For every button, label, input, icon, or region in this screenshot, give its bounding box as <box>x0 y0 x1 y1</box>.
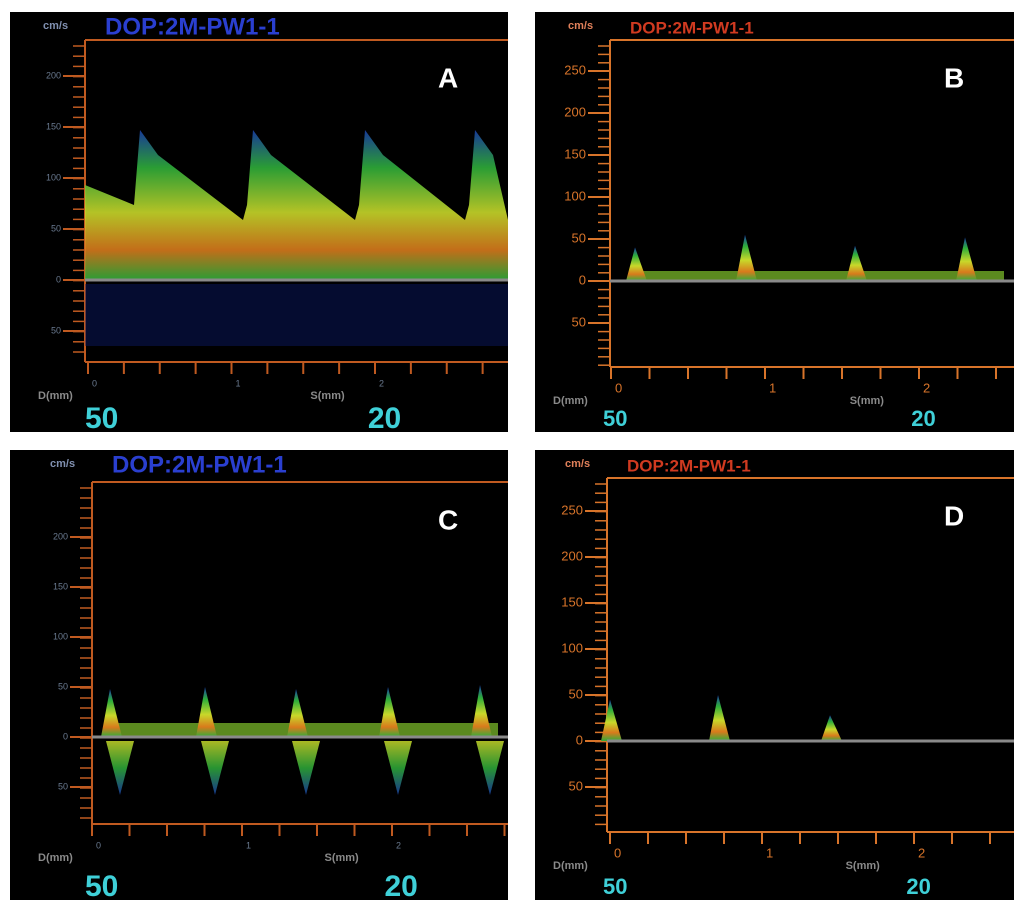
y-tick-label: 0 <box>579 272 586 287</box>
systolic-peak <box>626 247 647 281</box>
y-tick-label: 50 <box>58 781 68 791</box>
panel-letter: B <box>944 62 964 93</box>
spectral-envelope <box>85 130 508 280</box>
reverse-flow-noise <box>85 284 508 346</box>
systolic-peak <box>471 685 492 737</box>
x-tick-label: 0 <box>96 840 101 850</box>
panel-letter: D <box>944 500 964 531</box>
size-value: 20 <box>385 870 418 901</box>
panel-background <box>535 12 1014 432</box>
x-tick-label: 0 <box>615 380 622 395</box>
size-label: S(mm) <box>850 395 885 407</box>
mode-label: DOP:2M-PW1-1 <box>105 13 280 40</box>
x-tick-label: 0 <box>614 845 621 860</box>
systolic-peak <box>736 234 757 281</box>
mode-label: DOP:2M-PW1-1 <box>112 451 287 478</box>
y-tick-label: 200 <box>46 70 61 80</box>
systolic-peak <box>101 689 122 737</box>
systolic-peak <box>821 715 842 741</box>
y-tick-label: 200 <box>564 104 586 119</box>
reverse-peak <box>384 741 412 795</box>
y-tick-label: 150 <box>46 121 61 131</box>
x-tick-label: 1 <box>769 380 776 395</box>
systolic-peak <box>956 237 977 281</box>
mode-label: DOP:2M-PW1-1 <box>630 18 754 37</box>
x-tick-label: 2 <box>923 380 930 395</box>
y-tick-label: 50 <box>569 778 583 793</box>
x-tick-label: 1 <box>236 378 241 388</box>
depth-label: D(mm) <box>38 390 73 402</box>
systolic-peak <box>709 695 730 741</box>
unit-label: cm/s <box>50 458 75 470</box>
unit-label: cm/s <box>43 20 68 32</box>
reverse-peak <box>201 741 229 795</box>
systolic-peak <box>287 689 308 737</box>
depth-value: 50 <box>85 870 118 901</box>
systolic-peak <box>379 687 400 737</box>
x-tick-label: 2 <box>379 378 384 388</box>
y-tick-label: 150 <box>53 581 68 591</box>
y-tick-label: 100 <box>53 631 68 641</box>
doppler-panel: 250 200 150 100 50 0 50 0 1 2 cm/s DOP:2M-PW1-1 D D(m… <box>535 450 1014 900</box>
y-tick-label: 250 <box>561 502 583 517</box>
baseline-band <box>630 271 1004 281</box>
y-tick-label: 100 <box>564 188 586 203</box>
depth-value: 50 <box>603 874 627 899</box>
depth-value: 50 <box>85 402 118 435</box>
y-tick-label: 100 <box>561 640 583 655</box>
depth-label: D(mm) <box>553 860 588 872</box>
size-label: S(mm) <box>325 852 360 864</box>
doppler-panel: 200 150 100 50 0 50 0 1 2 cm/s DOP:2M-PW1-1 A D(mm) S… <box>10 12 508 435</box>
reverse-peak <box>476 741 504 795</box>
size-value: 20 <box>911 406 935 431</box>
y-tick-label: 50 <box>572 314 586 329</box>
y-tick-label: 150 <box>564 146 586 161</box>
systolic-peak <box>601 699 622 741</box>
y-tick-label: 100 <box>46 172 61 182</box>
x-tick-label: 2 <box>396 840 401 850</box>
y-tick-label: 50 <box>51 223 61 233</box>
reverse-peak <box>292 741 320 795</box>
y-tick-label: 0 <box>56 274 61 284</box>
systolic-peak <box>846 245 867 281</box>
panel-letter: A <box>438 62 458 93</box>
panel-letter: C <box>438 504 458 535</box>
unit-label: cm/s <box>568 20 593 32</box>
y-tick-label: 150 <box>561 594 583 609</box>
unit-label: cm/s <box>565 458 590 470</box>
doppler-panel: 250 200 150 100 50 0 50 0 1 2 cm/s DOP:2M-PW1-1 B D(m… <box>535 12 1014 432</box>
size-label: S(mm) <box>310 390 345 402</box>
depth-label: D(mm) <box>38 852 73 864</box>
depth-label: D(mm) <box>553 395 588 407</box>
y-tick-label: 50 <box>569 686 583 701</box>
x-tick-label: 1 <box>766 845 773 860</box>
size-value: 20 <box>368 402 401 435</box>
y-tick-label: 50 <box>572 230 586 245</box>
y-tick-label: 50 <box>51 325 61 335</box>
panel-background <box>535 450 1014 900</box>
doppler-panel: 200 150 100 50 0 50 0 1 2 cm/s DOP:2M-PW1-1 C D(mm) S… <box>10 450 508 901</box>
size-value: 20 <box>906 874 930 899</box>
depth-value: 50 <box>603 406 627 431</box>
y-tick-label: 200 <box>53 531 68 541</box>
systolic-peak <box>196 687 217 737</box>
x-tick-label: 1 <box>246 840 251 850</box>
y-tick-label: 0 <box>576 732 583 747</box>
size-label: S(mm) <box>846 860 881 872</box>
y-tick-label: 200 <box>561 548 583 563</box>
y-tick-label: 250 <box>564 62 586 77</box>
y-tick-label: 0 <box>63 731 68 741</box>
x-tick-label: 0 <box>92 378 97 388</box>
mode-label: DOP:2M-PW1-1 <box>627 456 751 475</box>
reverse-peak <box>106 741 134 795</box>
y-tick-label: 50 <box>58 681 68 691</box>
x-tick-label: 2 <box>918 845 925 860</box>
